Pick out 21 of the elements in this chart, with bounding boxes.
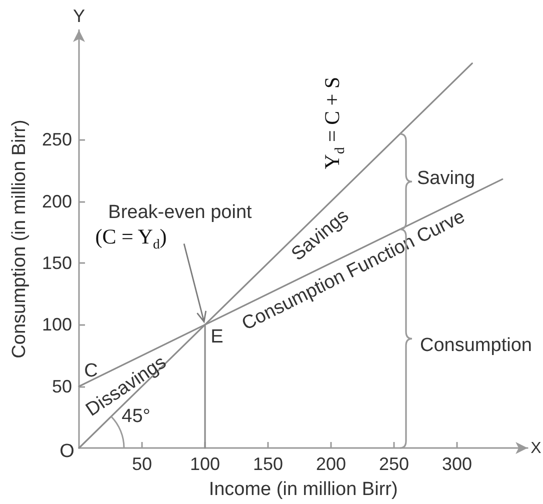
annotation: (C = Y$_{d}$) <box>95 224 167 252</box>
text: O <box>60 440 74 462</box>
x-tick-label: 50 <box>132 454 152 474</box>
y-axis-title: Consumption (in million Birr) <box>9 120 30 358</box>
x-tick-label: 250 <box>379 454 410 474</box>
annotation: Saving <box>417 168 476 188</box>
text: X <box>530 440 542 456</box>
text: Y <box>72 6 86 26</box>
annotation: Break-even point <box>108 202 253 222</box>
annotation: Consumption <box>420 334 532 356</box>
x-tick-label: 150 <box>252 454 284 474</box>
y-tick-label: 50 <box>52 376 72 396</box>
annotation: E <box>210 326 224 348</box>
x-tick-label: 100 <box>190 454 220 474</box>
y-tick-label: 250 <box>42 130 72 150</box>
y-tick-label: 150 <box>42 253 72 274</box>
x-tick-label: 300 <box>442 454 472 474</box>
x-tick-label: 200 <box>316 454 346 474</box>
y-tick-label: 200 <box>42 191 72 212</box>
y-tick-label: 100 <box>42 314 72 335</box>
x-axis-title: Income (in million Birr) <box>208 479 398 500</box>
